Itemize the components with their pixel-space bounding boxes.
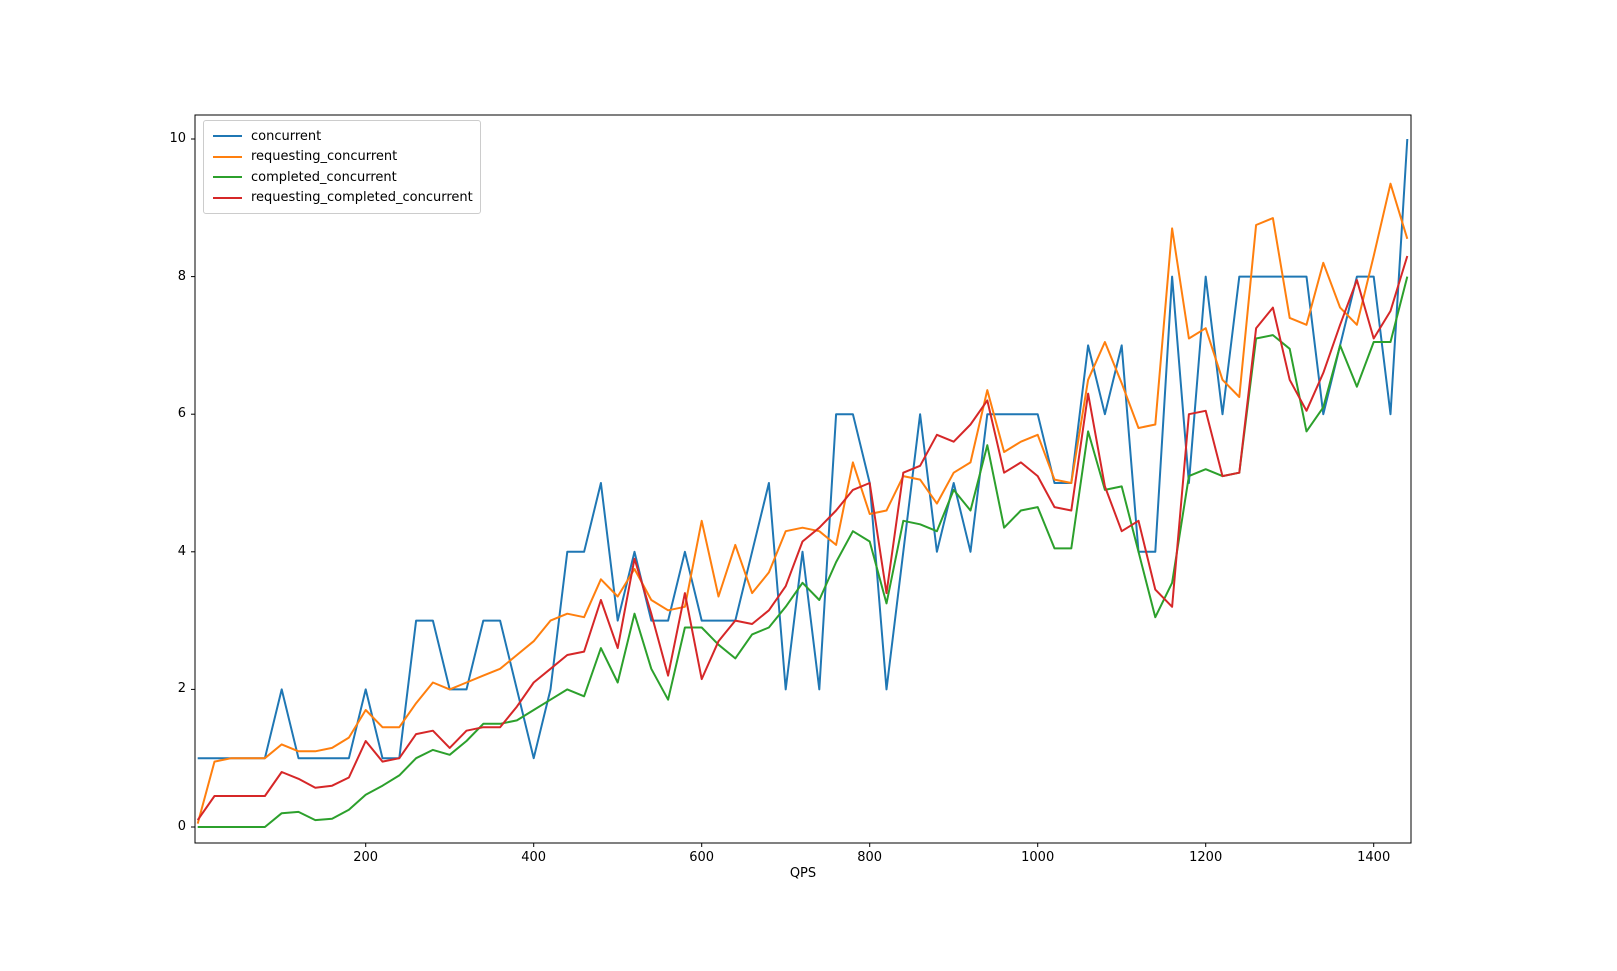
legend-item-requesting_completed_concurrent: requesting_completed_concurrent	[213, 188, 473, 209]
x-tick-label: 1200	[1189, 850, 1223, 865]
series-line-completed_concurrent	[197, 276, 1409, 828]
x-tick-label: 400	[521, 850, 547, 865]
x-tick-label: 1000	[1021, 850, 1055, 865]
y-tick-label: 4	[177, 543, 186, 559]
legend-line-swatch	[213, 155, 242, 158]
legend-item-label: concurrent	[251, 128, 322, 144]
y-tick-label: 10	[169, 131, 186, 146]
y-tick-label: 6	[177, 406, 186, 422]
y-tick-label: 0	[177, 819, 186, 834]
legend-item-label: requesting_concurrent	[251, 149, 398, 165]
x-axis-label: QPS	[789, 866, 817, 881]
x-tick-label: 1400	[1357, 850, 1391, 865]
legend: concurrent requesting_concurrent completed…	[203, 120, 481, 214]
legend-line-swatch	[213, 135, 242, 138]
legend-item-label: completed_concurrent	[251, 169, 397, 185]
y-tick-label: 8	[177, 268, 186, 284]
legend-item-requesting_concurrent: requesting_concurrent	[213, 147, 470, 168]
series-line-requesting_completed_concurrent	[196, 255, 1409, 821]
legend-item-concurrent: concurrent	[213, 126, 470, 147]
legend-line-swatch	[213, 176, 242, 179]
legend-item-completed_concurrent: completed_concurrent	[213, 167, 470, 188]
legend-line-swatch	[213, 196, 242, 199]
axes-frame	[194, 114, 1412, 844]
x-tick-label: 200	[353, 850, 379, 865]
legend-item-label: requesting_completed_concurrent	[251, 190, 473, 206]
y-tick-label: 2	[177, 681, 186, 697]
series-line-concurrent	[197, 138, 1409, 760]
series-line-requesting_concurrent	[196, 182, 1409, 824]
x-tick-label: 600	[689, 850, 715, 865]
x-tick-label: 800	[857, 850, 883, 865]
